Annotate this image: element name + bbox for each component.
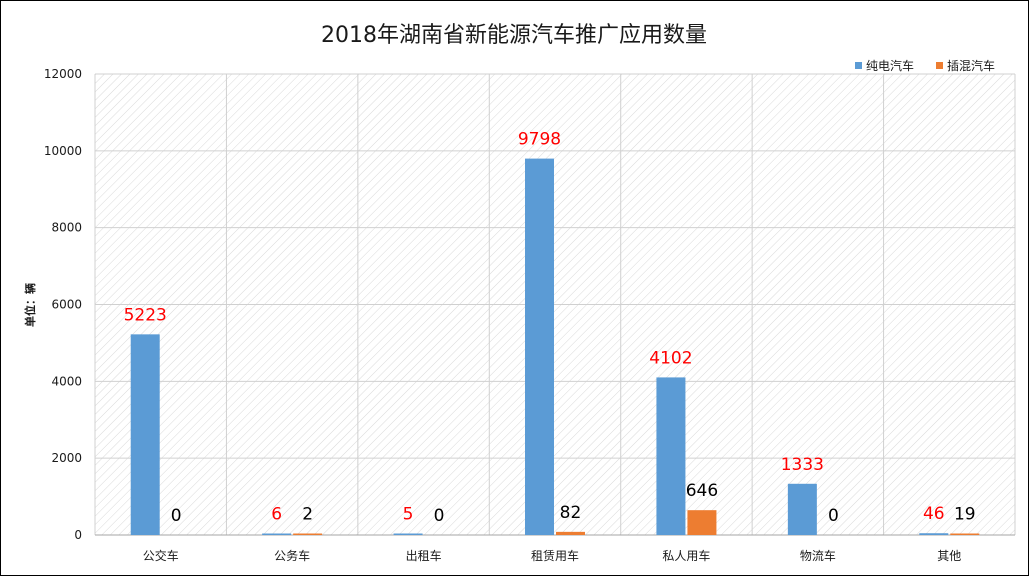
bar-bev <box>787 483 817 535</box>
y-tick-label: 2000 <box>51 451 82 465</box>
data-label: 9798 <box>518 130 561 150</box>
data-label: 46 <box>923 504 945 524</box>
legend: 纯电汽车 插混汽车 <box>855 58 995 73</box>
legend-swatch <box>936 62 943 69</box>
y-tick-label: 4000 <box>51 374 82 388</box>
data-label: 0 <box>828 506 839 526</box>
x-category-label: 物流车 <box>800 548 836 563</box>
data-label: 5223 <box>124 305 167 325</box>
legend-label: 插混汽车 <box>947 58 995 73</box>
data-label: 0 <box>171 506 182 526</box>
bars <box>130 158 980 535</box>
legend-label: 纯电汽车 <box>866 58 914 73</box>
data-label: 4102 <box>649 348 692 368</box>
x-category-label: 公交车 <box>143 548 179 563</box>
y-axis-ticks: 0 2000 4000 6000 8000 10000 12000 <box>44 67 82 542</box>
gridlines <box>94 73 1016 536</box>
y-tick-label: 10000 <box>44 144 82 158</box>
data-label: 0 <box>434 506 445 526</box>
x-category-label: 私人用车 <box>662 548 710 563</box>
bar-phev <box>687 510 717 535</box>
x-category-label: 其他 <box>937 549 961 563</box>
bar-bev <box>262 533 292 535</box>
y-tick-label: 12000 <box>44 67 82 81</box>
y-tick-label: 0 <box>74 528 82 542</box>
data-label: 5 <box>403 505 414 525</box>
bar-bev <box>656 377 686 535</box>
bar-phev <box>556 531 585 535</box>
data-label: 2 <box>302 505 313 525</box>
legend-swatch <box>855 62 862 69</box>
y-tick-label: 8000 <box>51 221 82 235</box>
chart-title: 2018年湖南省新能源汽车推广应用数量 <box>321 23 707 48</box>
x-axis-categories: 公交车 公务车 出租车 租赁用车 私人用车 物流车 其他 <box>143 548 962 563</box>
data-label: 19 <box>954 505 976 525</box>
bar-bev <box>393 533 423 535</box>
bar-bev <box>130 334 160 535</box>
x-category-label: 公务车 <box>274 548 310 563</box>
bar-bev <box>525 158 554 535</box>
x-category-label: 租赁用车 <box>531 548 579 563</box>
y-tick-label: 6000 <box>51 298 82 312</box>
data-label: 1333 <box>781 455 824 475</box>
y-axis-label: 单位：辆 <box>23 283 37 327</box>
data-label: 82 <box>560 503 582 523</box>
bar-bev <box>919 533 949 535</box>
data-label: 646 <box>686 481 718 501</box>
data-label: 6 <box>271 505 282 525</box>
bar-phev <box>293 533 323 535</box>
bar-phev <box>950 533 980 535</box>
x-category-label: 出租车 <box>406 548 442 563</box>
